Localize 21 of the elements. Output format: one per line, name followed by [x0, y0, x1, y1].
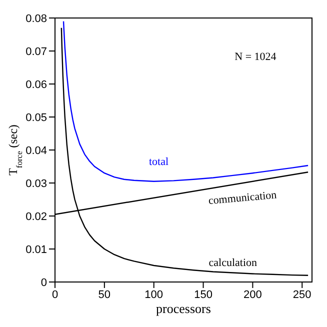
y-tick-label: 0.08	[26, 12, 47, 25]
x-tick-label: 100	[144, 288, 164, 301]
y-tick-label: 0.04	[26, 144, 47, 157]
x-tick-label: 150	[194, 288, 212, 301]
x-tick-label: 50	[98, 288, 111, 301]
y-tick-label: 0.07	[26, 46, 47, 58]
y-tick-label: 0.02	[26, 210, 47, 223]
y-tick-label: 0	[40, 276, 47, 289]
y-tick-label: 0.05	[26, 112, 47, 124]
y-tick-label: 0.01	[26, 244, 47, 256]
x-tick-label: 250	[292, 288, 312, 301]
y-tick-label: 0.06	[26, 78, 47, 91]
x-axis-title: processors	[156, 301, 211, 316]
line-series	[62, 20, 309, 182]
series-label: communication	[208, 189, 278, 208]
x-tick-label: 0	[52, 288, 58, 301]
y-tick-label: 0.03	[26, 178, 47, 190]
series-label: total	[149, 156, 169, 168]
series-label: calculation	[208, 257, 258, 270]
annotation: N = 1024	[234, 51, 277, 64]
x-tick-label: 200	[244, 288, 262, 301]
